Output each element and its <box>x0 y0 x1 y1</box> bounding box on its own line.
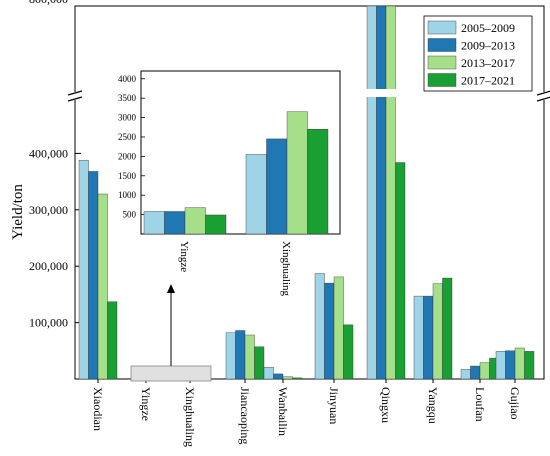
bar-yangqu-series-3 <box>432 283 443 380</box>
legend-swatch-3 <box>427 55 457 70</box>
bar-jinyuan-series-3 <box>333 276 344 380</box>
bar-jinyuan-series-1 <box>314 273 325 380</box>
bar-loufan-series-3 <box>479 362 490 380</box>
y-tick-label: 400,000 <box>29 146 68 160</box>
bar-yangqu-series-1 <box>413 295 424 380</box>
bar-jiancaoping-series-1 <box>225 332 236 380</box>
zoom-highlight-box <box>130 365 212 382</box>
legend-label-1: 2005–2009 <box>461 21 515 35</box>
bar-jiancaoping-series-3 <box>244 334 255 380</box>
inset-y-tick-label: 1500 <box>118 171 137 181</box>
bar-qingxu-series-4 <box>395 162 406 380</box>
inset-bar-yingze-series-2 <box>164 211 186 235</box>
inset-x-tick-label-yingze: Yingze <box>178 241 190 272</box>
axis-break-left <box>67 90 83 102</box>
axis-break-right <box>536 90 550 102</box>
x-tick-label-wanbailin: Wanbailin <box>276 387 290 436</box>
inset-y-tick-label: 3000 <box>118 113 137 123</box>
inset-x-tick-label-xinghualing: Xinghualing <box>280 241 292 296</box>
x-tick-label-qingxu: Qingxu <box>379 387 393 423</box>
bar-wanbailin-series-4 <box>292 377 303 380</box>
bar-break-gap <box>355 89 397 97</box>
x-tick-label-jiancaoping: Jiancaoping <box>238 387 252 444</box>
bar-wanbailin-series-1 <box>263 366 274 380</box>
plot-frame <box>74 5 545 380</box>
y-tick-label: 100,000 <box>29 316 68 330</box>
y-tick-label: 800,000 <box>29 0 68 6</box>
zoom-arrow-head <box>167 284 175 293</box>
bar-yangqu-series-2 <box>423 295 434 380</box>
inset-bar-yingze-series-4 <box>205 214 227 235</box>
bar-loufan-series-1 <box>460 369 471 380</box>
inset-y-tick-label: 2500 <box>118 132 137 142</box>
bar-xiaodian-series-3 <box>97 193 108 380</box>
x-tick-label-yingze: Yingze <box>139 387 153 421</box>
bar-gujiao-series-3 <box>514 347 525 380</box>
inset-y-tick-label: 3500 <box>118 93 137 103</box>
legend-swatch-1 <box>427 20 457 35</box>
inset-bar-xinghualing-series-1 <box>245 154 267 235</box>
bar-loufan-series-2 <box>470 365 481 380</box>
inset-bar-xinghualing-series-4 <box>307 129 329 235</box>
x-tick-label-xinghualing: Xinghualing <box>183 387 197 447</box>
bar-qingxu-series-3 <box>385 5 396 380</box>
bar-jiancaoping-series-2 <box>235 330 246 380</box>
inset-y-tick-label: 2000 <box>118 151 137 161</box>
bar-gujiao-series-2 <box>505 350 516 380</box>
legend-swatch-2 <box>427 38 457 52</box>
bar-xiaodian-series-1 <box>78 159 89 380</box>
bar-wanbailin-series-2 <box>273 373 284 380</box>
legend-label-3: 2013–2017 <box>461 56 515 70</box>
inset-bar-xinghualing-series-3 <box>286 111 308 235</box>
bar-wanbailin-series-3 <box>282 376 293 380</box>
bar-xiaodian-series-2 <box>88 171 99 380</box>
x-tick-label-yangqu: Yangqu <box>426 387 440 424</box>
inset-bar-yingze-series-3 <box>184 207 206 235</box>
inset-bar-yingze-series-1 <box>143 211 165 235</box>
legend-swatch-4 <box>427 73 457 87</box>
y-tick-label: 300,000 <box>29 203 68 217</box>
bar-gujiao-series-4 <box>524 351 535 380</box>
inset-y-tick-label: 1000 <box>118 190 137 200</box>
y-tick-label: 200,000 <box>29 259 68 273</box>
bar-xiaodian-series-4 <box>107 301 118 380</box>
inset-y-tick-label: 500 <box>123 210 137 220</box>
bar-jiancaoping-series-4 <box>254 346 265 380</box>
bar-yangqu-series-4 <box>442 277 453 380</box>
x-tick-label-loufan: Loufan <box>473 387 487 422</box>
x-tick-label-xiaodian: Xiaodian <box>91 387 105 431</box>
x-tick-label-jinyuan: Jinyuan <box>327 387 341 424</box>
x-tick-label-gujiao: Gujiao <box>508 387 522 420</box>
y-axis-title: Yield/ton <box>10 184 26 240</box>
inset-y-tick-label: 4000 <box>118 74 137 84</box>
bar-gujiao-series-1 <box>495 351 506 380</box>
legend-label-4: 2017–2021 <box>461 74 515 88</box>
legend-label-2: 2009–2013 <box>461 39 515 53</box>
bar-jinyuan-series-4 <box>343 324 354 380</box>
bar-jinyuan-series-2 <box>324 282 335 380</box>
bar-qingxu-series-2 <box>376 5 387 380</box>
inset-bar-xinghualing-series-2 <box>266 138 288 235</box>
bar-qingxu-series-1 <box>366 5 377 380</box>
